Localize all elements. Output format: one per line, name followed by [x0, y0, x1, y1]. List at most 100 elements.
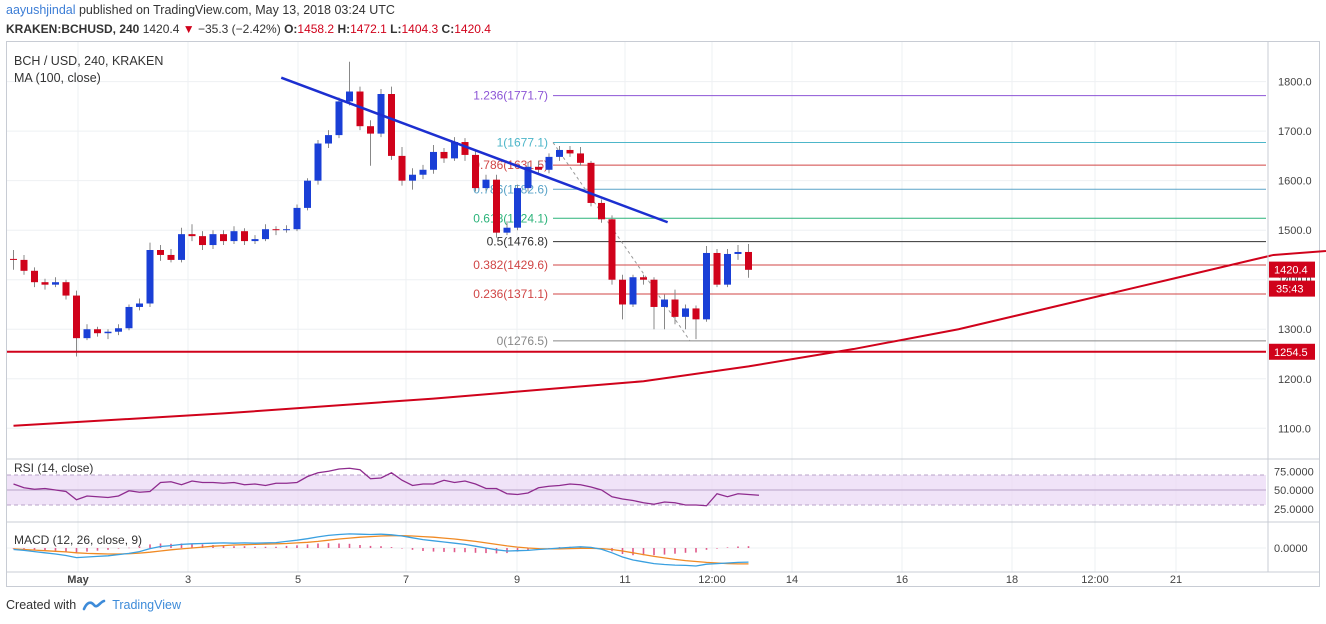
candle-body: [419, 169, 427, 175]
low-value: 1404.3: [401, 22, 439, 36]
published-text: published on TradingView.com, May 13, 20…: [78, 3, 395, 17]
candle-body: [587, 162, 595, 203]
candle-body: [650, 279, 658, 307]
x-tick-label: 21: [1170, 574, 1182, 586]
candle-body: [745, 251, 752, 270]
x-tick-label: 9: [514, 574, 520, 586]
candle-body: [335, 101, 343, 136]
macd-histogram-bar: [75, 548, 78, 553]
candle-body: [682, 308, 689, 317]
macd-histogram-bar: [222, 545, 225, 548]
macd-tick-label: 0.0000: [1274, 543, 1308, 555]
macd-histogram-bar: [653, 548, 655, 556]
macd-histogram-bar: [726, 547, 729, 548]
candle-body: [209, 234, 217, 246]
rsi-line: [13, 467, 760, 507]
candle-body: [608, 219, 616, 280]
candle-body: [514, 188, 521, 228]
y-tick-label: 1800.0: [1278, 77, 1312, 89]
candle-body: [251, 239, 259, 242]
y-tick-label: 1200.0: [1278, 374, 1312, 386]
candle-body: [461, 142, 469, 155]
macd-histogram-bar: [747, 546, 750, 548]
macd-histogram-bar: [201, 544, 204, 548]
fib-level-label: 1.236(1771.7): [473, 89, 548, 103]
candle-body: [577, 153, 584, 163]
candle-body: [556, 149, 563, 157]
chart-frame: [6, 41, 1320, 587]
candle-body: [125, 306, 133, 329]
macd-histogram-bar: [65, 548, 67, 552]
high-value: 1472.1: [350, 22, 387, 36]
macd-histogram-bar: [369, 545, 372, 548]
fib-level-label: 0.786(1631.5): [473, 158, 548, 172]
tradingview-brand-link[interactable]: TradingView: [112, 598, 181, 612]
candle-body: [398, 155, 406, 181]
macd-histogram-bar: [254, 546, 256, 548]
candle-body: [545, 156, 553, 170]
macd-histogram-bar: [191, 543, 193, 548]
candle-body: [598, 202, 605, 220]
macd-histogram-bar: [495, 548, 498, 554]
y-tick-label: 1100.0: [1278, 423, 1311, 435]
x-tick-label: 11: [619, 574, 630, 586]
candle-body: [619, 279, 626, 305]
macd-histogram-bar: [432, 548, 435, 552]
macd-signal-line: [13, 535, 749, 565]
macd-histogram-bar: [401, 548, 403, 549]
macd-histogram-bar: [663, 548, 666, 555]
candle-body: [73, 295, 80, 339]
candle-body: [167, 254, 175, 260]
candle-body: [199, 236, 206, 246]
macd-histogram-bar: [149, 544, 151, 548]
macd-histogram-bar: [464, 548, 466, 553]
macd-histogram-bar: [86, 548, 88, 552]
candle-body: [41, 282, 49, 285]
x-tick-label: 7: [403, 574, 409, 586]
candle-body: [157, 250, 164, 255]
macd-histogram-bar: [128, 547, 130, 549]
macd-histogram-bar: [642, 548, 645, 556]
publish-info: aayushjindal published on TradingView.co…: [6, 3, 395, 17]
fib-level-label: 0(1276.5): [497, 334, 548, 348]
macd-histogram-bar: [716, 548, 718, 549]
candle-body: [241, 231, 248, 242]
macd-histogram-bar: [285, 545, 288, 548]
x-tick-label: 18: [1006, 574, 1018, 586]
candle-body: [62, 282, 70, 296]
x-tick-label: 12:00: [698, 574, 726, 586]
candle-body: [230, 231, 238, 242]
macd-histogram-bar: [243, 546, 246, 548]
macd-histogram-bar: [632, 548, 634, 556]
fibonacci-retracement: 1.236(1771.7)1(1677.1)0.786(1631.5)0.786…: [473, 89, 1266, 348]
y-tick-label: 1500.0: [1278, 225, 1312, 237]
macd-histogram-bar: [705, 548, 708, 550]
moving-average-line: [13, 249, 1326, 427]
x-tick-label: 14: [786, 574, 798, 586]
author-link[interactable]: aayushjindal: [6, 3, 76, 17]
change: −35.3 (−2.42%): [197, 22, 281, 36]
close-value: 1420.4: [454, 22, 491, 36]
macd-histogram-bar: [33, 548, 36, 550]
created-with: Created with: [6, 598, 77, 612]
candle-body: [367, 126, 374, 134]
rsi-tick-label: 50.0000: [1274, 485, 1314, 497]
chart-title: BCH / USD, 240, KRAKEN: [14, 54, 163, 68]
macd-histogram-bar: [527, 548, 529, 551]
ma-label: MA (100, close): [14, 71, 101, 85]
macd-histogram-bar: [96, 548, 99, 551]
fib-level-label: 1(1677.1): [497, 135, 548, 149]
fib-level-label: 0.618(1524.1): [473, 211, 548, 225]
candle-body: [503, 227, 511, 233]
candle-body: [692, 308, 700, 320]
candle-body: [472, 154, 479, 189]
x-tick-label: 5: [295, 574, 301, 586]
countdown-badge-bg: [1269, 280, 1315, 297]
indicator-lines: [7, 76, 1326, 567]
macd-histogram-bar: [296, 545, 298, 548]
fib-anchor-line: [552, 142, 691, 342]
support-badge-bg: [1269, 343, 1315, 360]
macd-histogram-bar: [159, 543, 162, 548]
macd-histogram-bar: [264, 546, 267, 548]
